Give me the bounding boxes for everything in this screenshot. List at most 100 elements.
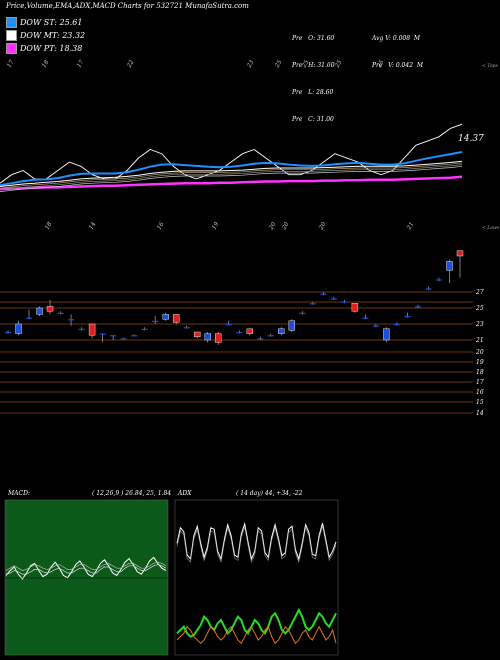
ema-series-1 <box>0 151 463 187</box>
legend-dow-pt: DOW PT: 18.38 <box>6 43 82 54</box>
candle-body <box>341 301 348 303</box>
candle-body <box>141 328 148 330</box>
bottom-tick-label: 16 <box>156 221 166 231</box>
top-tick-labels: 17 18 17 22 23 25 25 25 25 <box>6 59 386 70</box>
candles <box>5 250 464 345</box>
candle-body <box>99 333 106 335</box>
ema-series-2 <box>0 160 463 187</box>
adx-series-1 <box>176 607 337 638</box>
candle-body <box>162 314 169 320</box>
candle-body <box>372 325 379 327</box>
top-tick-label: 23 <box>245 59 255 70</box>
adx-series-2 <box>176 625 337 645</box>
adx-params: ( 14 day) 44, +34, -22 <box>236 490 303 497</box>
bottom-tick-labels: 18 14 16 19 20 20 20 21 <box>44 221 416 232</box>
stat-open: Pre O: 31.60 <box>292 35 335 42</box>
macd-title: MACD: <box>7 490 30 497</box>
candle-body <box>456 250 464 257</box>
candle-body <box>299 312 306 314</box>
legend-label-st: DOW ST: 25.61 <box>20 18 83 27</box>
top-axis-note: < Tops <box>482 63 498 69</box>
bottom-tick-label: 14 <box>88 221 98 231</box>
y-tick-label: 21 <box>475 337 484 344</box>
candle-body <box>225 324 232 326</box>
candle-body <box>351 303 359 312</box>
top-tick-label: 22 <box>125 59 135 70</box>
stats-right: Avg V: 0.008 M Pre V: 0.042 M <box>372 16 423 79</box>
adx-panel-bg <box>174 499 339 656</box>
top-tick-label: 17 <box>76 59 86 69</box>
ema-series-3 <box>0 175 463 191</box>
y-tick-label: 16 <box>476 389 484 396</box>
macd-lines <box>5 556 168 580</box>
y-tick-label: 27 <box>475 289 484 296</box>
candle-body <box>267 335 274 337</box>
legend-label-mt: DOW MT: 23.32 <box>20 31 86 40</box>
candle-body <box>393 324 400 326</box>
chart-header: Price,Volume,EMA,ADX,MACD Charts for 532… <box>6 2 249 10</box>
adx-series-0 <box>176 521 337 561</box>
candle-body <box>172 314 180 323</box>
candle-body <box>194 331 201 338</box>
candle-body <box>215 333 222 343</box>
candle-body <box>36 307 43 315</box>
candle-body <box>414 306 421 308</box>
candle-body <box>5 332 11 334</box>
macd-series-1 <box>5 564 167 575</box>
candle-body <box>404 316 411 318</box>
adx-title: ADX <box>177 490 192 497</box>
bottom-axis-note: < Lows <box>482 225 500 231</box>
y-tick-label: 19 <box>476 359 484 366</box>
legend-dow-st: DOW ST: 25.61 <box>6 17 82 28</box>
macd-series-2 <box>5 561 167 571</box>
stat-prev-volume: Pre V: 0.042 M <box>372 62 423 69</box>
y-tick-label: 15 <box>476 399 484 406</box>
legend-label-pt: DOW PT: 18.38 <box>20 44 83 53</box>
candle-body <box>425 288 432 290</box>
ema-series-0 <box>0 123 463 184</box>
candle-body <box>288 320 296 331</box>
y-tick-label: 20 <box>475 349 484 356</box>
candle-body <box>446 261 453 271</box>
bottom-tick-label: 21 <box>405 221 415 232</box>
candle-body <box>46 306 54 312</box>
legend-swatch-pt <box>6 43 17 54</box>
candle-body <box>15 323 22 334</box>
candle-body <box>362 317 369 319</box>
candle-body <box>435 279 442 281</box>
candle-body <box>68 319 75 321</box>
ema-aux-line-2 <box>0 165 463 192</box>
stat-close: Pre C: 31.00 <box>292 116 334 123</box>
y-tick-label: 14 <box>476 410 484 417</box>
stat-avg-volume: Avg V: 0.008 M <box>372 35 421 42</box>
adx-series-shadow <box>176 525 337 564</box>
stats-left: Pre O: 31.60 Pre H: 31.60 Pre L: 28.60 P… <box>292 16 335 133</box>
bottom-tick-label: 20 <box>317 221 327 232</box>
candle-body <box>78 328 85 330</box>
candle-body <box>257 338 264 340</box>
bottom-tick-label: 20 <box>267 221 277 232</box>
candle-body <box>152 320 159 322</box>
candle-body <box>204 333 211 341</box>
candle-body <box>278 328 285 334</box>
candle-body <box>88 323 96 336</box>
y-tick-label: 18 <box>476 369 484 376</box>
bottom-tick-label: 18 <box>44 221 54 231</box>
stat-low: Pre L: 28.60 <box>292 89 334 96</box>
candle-body <box>131 335 138 337</box>
macd-params: ( 12,26,9 ) 26.84, 25, 1.84 <box>92 490 171 497</box>
adx-lines <box>176 521 337 645</box>
top-tick-label: 25 <box>333 59 343 70</box>
candle-body <box>120 338 127 340</box>
legend-swatch-st <box>6 17 17 28</box>
ema-aux-line-1 <box>0 164 463 191</box>
ema-aux-line-0 <box>0 162 463 189</box>
stat-high: Pre H: 31.60 <box>292 62 335 69</box>
price-grid: 27 25 23 21 20 19 18 17 16 15 14 <box>0 289 484 417</box>
candle-body <box>383 328 390 341</box>
candle-body <box>57 312 64 314</box>
top-tick-label: 25 <box>375 59 385 70</box>
top-tick-label: 25 <box>300 59 310 70</box>
y-tick-label: 25 <box>475 305 484 312</box>
